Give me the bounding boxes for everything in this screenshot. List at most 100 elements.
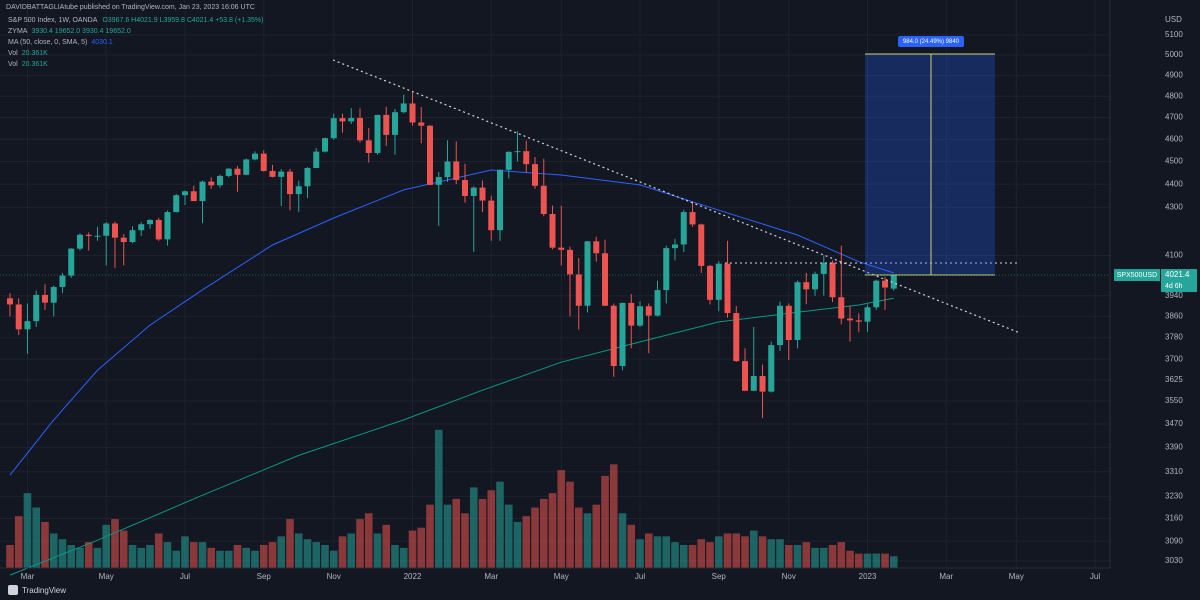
- volume-bar: [837, 542, 846, 568]
- candle-body: [715, 263, 722, 300]
- y-tick-label: 3310: [1165, 467, 1183, 476]
- position-box: [865, 54, 995, 276]
- candle-body: [41, 294, 48, 303]
- volume-bar: [294, 533, 303, 568]
- volume-bar: [688, 544, 697, 568]
- volume-bar: [828, 544, 837, 568]
- volume-bar: [723, 533, 732, 568]
- candle-body: [269, 170, 276, 177]
- volume-bar: [513, 521, 522, 568]
- y-tick-label: 4700: [1165, 113, 1183, 122]
- volume-bar: [881, 553, 889, 568]
- y-tick-label: 4800: [1165, 91, 1183, 100]
- candle-body: [532, 164, 539, 186]
- y-tick-label: 4900: [1165, 71, 1183, 80]
- volume-bar: [574, 507, 583, 568]
- legend: ZYMA 3930.4 19652.0 3930.4 19652.0 MA (50,…: [8, 28, 131, 68]
- candle-body: [890, 275, 897, 289]
- candle-body: [523, 151, 530, 165]
- candle-body: [138, 224, 145, 231]
- candle-body: [549, 213, 556, 248]
- candle-body: [260, 153, 267, 171]
- x-tick-label: Sep: [712, 572, 727, 581]
- candle-body: [855, 320, 862, 322]
- y-tick-label: 4300: [1165, 202, 1183, 211]
- candle-body: [94, 235, 101, 237]
- x-tick-label: May: [99, 572, 114, 581]
- legend-name: ZYMA: [8, 28, 28, 35]
- volume-bar: [93, 547, 102, 568]
- candle-body: [181, 191, 188, 196]
- volume-bar: [653, 536, 662, 568]
- volume-bar: [137, 547, 146, 568]
- volume-bar: [224, 550, 233, 568]
- candle-body: [619, 302, 626, 367]
- volume-bar: [58, 539, 67, 568]
- candle-body: [418, 122, 425, 126]
- candle-body: [208, 181, 215, 186]
- candle-body: [59, 275, 66, 288]
- volume-bar: [146, 544, 154, 568]
- volume-bar: [863, 553, 872, 568]
- candle-body: [76, 234, 83, 249]
- candle-body: [24, 321, 31, 330]
- y-tick-label: 3780: [1165, 333, 1183, 342]
- volume-bar: [49, 533, 58, 568]
- y-tick-label: 3030: [1165, 556, 1183, 565]
- candle-body: [146, 219, 153, 225]
- candle-body: [103, 223, 110, 236]
- legend-name: Vol: [8, 61, 18, 68]
- candle-body: [50, 287, 57, 303]
- volume-bar: [627, 524, 636, 568]
- candle-body: [777, 305, 784, 346]
- volume-bar: [23, 493, 32, 568]
- candle-body: [435, 177, 442, 185]
- volume-bar: [504, 504, 513, 568]
- candle-body: [812, 273, 819, 290]
- volume-bar: [347, 533, 356, 568]
- candle-body: [111, 223, 118, 238]
- volume-bar: [102, 524, 111, 568]
- candle-body: [794, 282, 801, 340]
- candle-body: [540, 185, 547, 214]
- volume-bar: [749, 530, 758, 568]
- legend-name: Vol: [8, 50, 18, 57]
- volume-bar: [14, 516, 23, 568]
- candle-body: [724, 263, 731, 314]
- volume-bar: [32, 507, 41, 568]
- x-tick-label: Mar: [939, 572, 953, 581]
- volume-bar: [539, 498, 548, 568]
- candle-body: [120, 237, 127, 243]
- volume-bar: [84, 542, 93, 568]
- volume-bar: [382, 524, 391, 568]
- candle-body: [873, 280, 880, 308]
- candle-body: [680, 212, 687, 245]
- candle-body: [742, 361, 749, 391]
- candle-body: [602, 253, 609, 306]
- candle-body: [348, 117, 355, 122]
- y-tick-label: 3230: [1165, 492, 1183, 501]
- volume-bar: [889, 556, 898, 568]
- candle-body: [68, 248, 75, 276]
- price-box: [1161, 269, 1197, 293]
- legend-value: 20.361K: [22, 50, 48, 57]
- x-tick-label: Nov: [327, 572, 341, 581]
- candle-body: [313, 151, 320, 168]
- volume-bar: [679, 544, 688, 568]
- candle-body: [759, 375, 766, 392]
- currency: USD: [1165, 15, 1182, 24]
- candle-body: [339, 118, 346, 122]
- candle-body: [663, 248, 670, 291]
- x-tick-label: May: [1009, 572, 1024, 581]
- candle-body: [610, 305, 617, 367]
- volume-bar: [644, 533, 653, 568]
- ohlc: O3967.6 H4021.9 L3959.8 C4021.4 +53.8 (+…: [102, 17, 263, 24]
- volume-bar: [286, 519, 294, 568]
- volume-bar: [784, 544, 793, 568]
- volume-bar: [811, 547, 819, 568]
- candle-body: [505, 151, 512, 170]
- x-tick-label: Sep: [257, 572, 272, 581]
- x-tick-label: Mar: [484, 572, 498, 581]
- volume-bar: [181, 536, 189, 568]
